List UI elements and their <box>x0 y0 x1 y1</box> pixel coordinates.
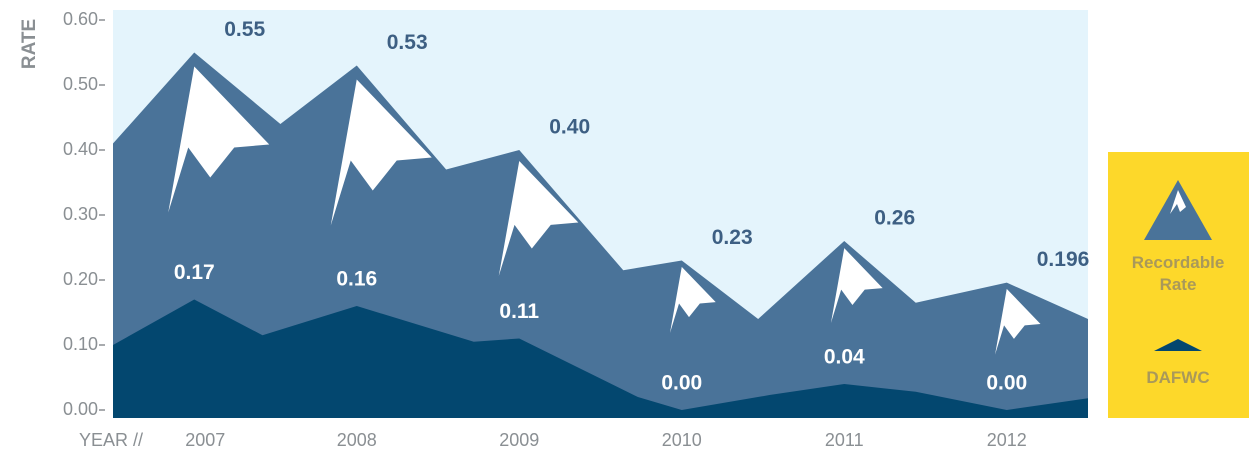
x-axis-label: YEAR // <box>79 430 143 450</box>
y-tick-label: 0.30 <box>63 204 98 224</box>
y-tick-label: 0.10 <box>63 334 98 354</box>
x-tick-label: 2009 <box>499 430 539 450</box>
value-label: 0.00 <box>986 372 1027 395</box>
y-tick-label: 0.20 <box>63 269 98 289</box>
x-tick-label: 2008 <box>337 430 377 450</box>
value-label: 0.26 <box>874 207 915 230</box>
x-tick-label: 2011 <box>825 430 864 450</box>
value-label: 0.00 <box>661 372 702 395</box>
legend-icon-snow <box>1170 190 1186 214</box>
value-label: 0.53 <box>387 31 428 54</box>
value-label: 0.55 <box>224 18 265 41</box>
value-label: 0.16 <box>336 268 377 291</box>
x-tick-label: 2012 <box>987 430 1027 450</box>
legend: Recordable Rate DAFWC <box>1108 152 1249 418</box>
snow-cap <box>330 79 432 226</box>
value-label: 0.17 <box>174 261 215 284</box>
snow-cap <box>669 266 716 333</box>
value-label: 0.196 <box>1037 248 1090 271</box>
legend-icon-dafwc <box>1154 339 1202 351</box>
snow-cap <box>995 288 1041 355</box>
legend-label: Recordable Rate <box>1131 253 1225 294</box>
y-tick-label: 0.50 <box>63 74 98 94</box>
legend-label: DAFWC <box>1146 368 1210 387</box>
snow-cap <box>830 248 883 323</box>
value-label: 0.04 <box>824 346 865 369</box>
snow-cap <box>498 161 579 277</box>
x-tick-label: 2007 <box>185 430 225 450</box>
legend-icons <box>1144 180 1212 351</box>
y-tick-label: 0.40 <box>63 139 98 159</box>
snow-cap <box>168 66 270 213</box>
legend-icon-recordable <box>1144 180 1212 240</box>
area <box>113 299 1088 418</box>
value-label: 0.11 <box>499 300 539 323</box>
x-tick-label: 2010 <box>662 430 702 450</box>
value-label: 0.23 <box>712 226 753 249</box>
y-tick-label: 0.60 <box>63 9 98 29</box>
value-label: 0.40 <box>549 116 590 139</box>
y-axis-label: RATE <box>19 19 40 69</box>
y-tick-label: 0.00 <box>63 399 98 419</box>
